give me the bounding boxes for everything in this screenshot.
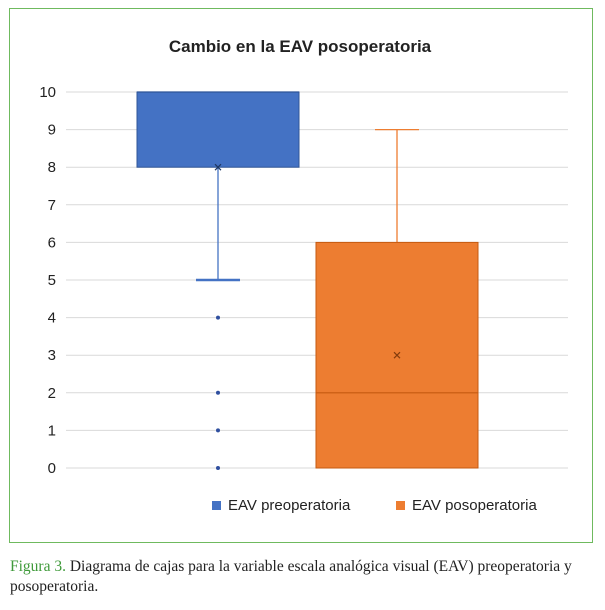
- y-tick-label: 0: [48, 460, 56, 477]
- chart-title: Cambio en la EAV posoperatoria: [169, 37, 432, 56]
- y-tick-label: 9: [48, 122, 56, 139]
- legend-swatch: [396, 501, 405, 510]
- legend: EAV preoperatoria EAV posoperatoria: [212, 497, 537, 514]
- legend-label: EAV posoperatoria: [412, 497, 537, 514]
- mean-marker: [393, 351, 401, 359]
- outlier-point: [216, 466, 220, 470]
- box-series: [136, 91, 479, 470]
- y-tick-label: 1: [48, 422, 56, 439]
- outlier-point: [216, 315, 220, 320]
- outlier-point: [216, 428, 220, 433]
- box-group: [315, 128, 479, 469]
- y-tick-label: 7: [48, 197, 56, 214]
- mean-marker: [214, 163, 222, 171]
- chart-frame: [9, 8, 593, 543]
- legend-swatch: [212, 501, 221, 510]
- figure-label: Figura 3.: [10, 558, 66, 575]
- y-axis-ticks: 0 1 2 3 4 5 6 7 8 9 10: [39, 84, 56, 477]
- y-tick-label: 2: [48, 385, 56, 402]
- outlier-point: [216, 390, 220, 395]
- box-group: [136, 91, 300, 470]
- box: [136, 91, 300, 168]
- y-tick-label: 10: [39, 84, 56, 101]
- boxplot-chart: Cambio en la EAV posoperatoria 0 1 2 3 4 5 6 7 8…: [39, 37, 568, 514]
- y-tick-label: 6: [48, 234, 56, 251]
- figure-caption-text: Diagrama de cajas para la variable escal…: [10, 558, 572, 595]
- legend-label: EAV preoperatoria: [228, 497, 351, 514]
- y-tick-label: 4: [48, 310, 56, 327]
- y-tick-label: 8: [48, 159, 56, 176]
- y-tick-label: 3: [48, 347, 56, 364]
- figure-caption: Figura 3. Diagrama de cajas para la vari…: [10, 557, 595, 597]
- y-tick-label: 5: [48, 272, 56, 289]
